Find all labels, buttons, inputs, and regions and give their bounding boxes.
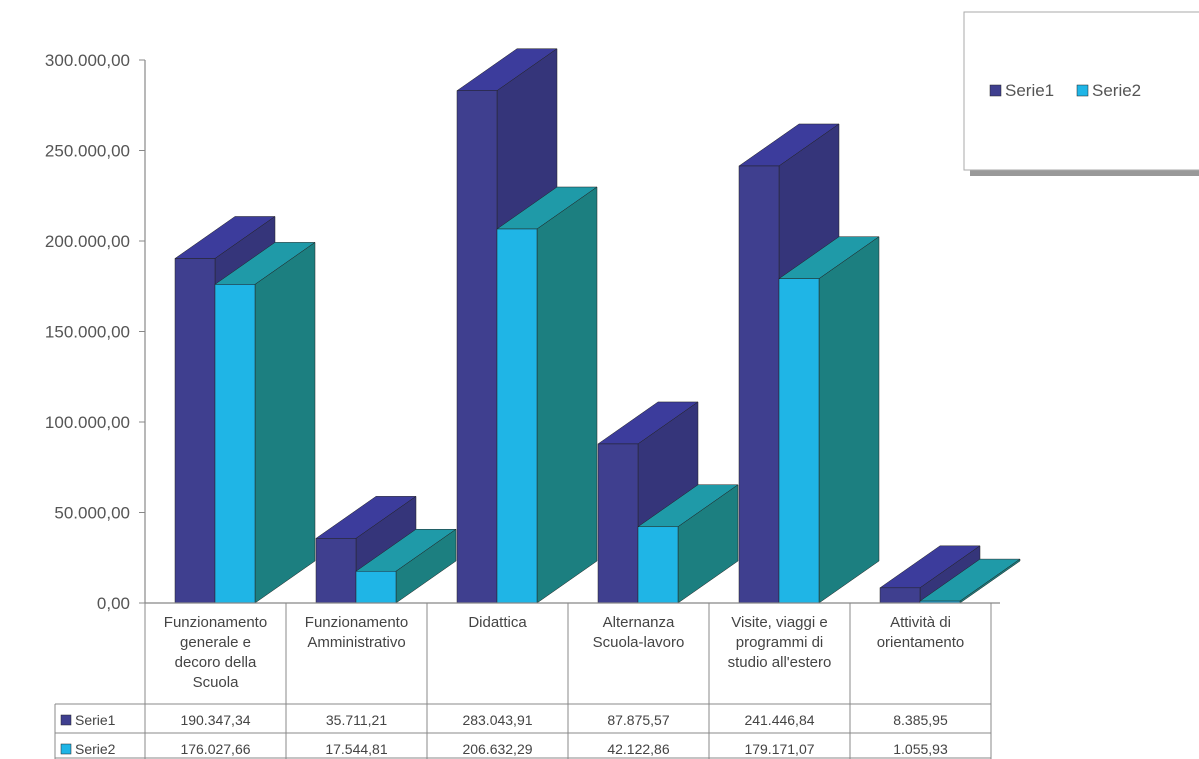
bar-serie2-2-front: [496, 228, 538, 604]
category-label: Didattica: [468, 614, 527, 631]
legend-swatch: [1076, 84, 1089, 97]
category-label: Attività di: [890, 614, 951, 631]
category-label: Funzionamento: [164, 614, 267, 631]
data-value: 42.122,86: [607, 741, 669, 757]
series-swatch: [60, 743, 72, 755]
y-tick-label: 200.000,00: [45, 232, 130, 251]
bar-serie1-5: [879, 545, 981, 604]
data-value: 283.043,91: [462, 712, 532, 728]
data-value: 176.027,66: [180, 741, 250, 757]
data-value: 1.055,93: [893, 741, 948, 757]
bar-serie1-2-front: [456, 90, 498, 604]
series-name: Serie2: [75, 741, 116, 757]
data-value: 87.875,57: [607, 712, 669, 728]
bar-serie1-5-front: [879, 587, 921, 604]
data-value: 206.632,29: [462, 741, 532, 757]
bar-serie2-1: [355, 528, 457, 604]
bar-serie1-0-front: [174, 258, 216, 604]
data-value: 190.347,34: [180, 712, 250, 728]
data-value: 35.711,21: [326, 712, 387, 728]
category-label: Scuola-lavoro: [593, 634, 685, 651]
category-label: programmi di: [736, 634, 824, 651]
category-label: Scuola: [193, 674, 240, 691]
bar-serie1-1-front: [315, 538, 357, 604]
series-name: Serie1: [75, 712, 116, 728]
category-label: generale e: [180, 634, 251, 651]
data-value: 8.385,95: [893, 712, 948, 728]
bar-serie1-4-front: [738, 165, 780, 604]
y-tick-label: 150.000,00: [45, 323, 130, 342]
bar-serie2-3-front: [637, 526, 679, 604]
data-value: 179.171,07: [744, 741, 814, 757]
data-value: 241.446,84: [744, 712, 814, 728]
category-label: orientamento: [877, 634, 965, 651]
y-tick-label: 300.000,00: [45, 51, 130, 70]
legend-label: Serie2: [1092, 81, 1141, 100]
category-label: Amministrativo: [307, 634, 405, 651]
y-tick-label: 100.000,00: [45, 413, 130, 432]
bar-serie2-4: [778, 236, 880, 604]
bar-serie1-3-front: [597, 443, 639, 604]
bar-serie2-1-front: [355, 570, 397, 604]
y-tick-label: 250.000,00: [45, 142, 130, 161]
legend-label: Serie1: [1005, 81, 1054, 100]
category-label: Visite, viaggi e: [731, 614, 827, 631]
bar-serie2-0-front: [214, 284, 256, 604]
bar-serie2-2-side: [536, 186, 598, 604]
y-tick-label: 50.000,00: [54, 504, 130, 523]
bar-serie2-3: [637, 484, 739, 604]
bar-serie2-0-side: [254, 241, 316, 604]
bar-serie2-0: [214, 241, 316, 604]
data-value: 17.544,81: [325, 741, 387, 757]
bar-serie2-4-front: [778, 278, 820, 604]
category-label: Alternanza: [603, 614, 675, 631]
category-label: Funzionamento: [305, 614, 408, 631]
legend-swatch: [989, 84, 1002, 97]
series-swatch: [60, 714, 72, 726]
category-label: studio all'estero: [728, 654, 832, 671]
y-tick-label: 0,00: [97, 594, 130, 613]
category-label: decoro della: [175, 654, 257, 671]
bar-serie2-2: [496, 186, 598, 604]
bar-serie2-4-side: [818, 236, 880, 604]
bar-serie2-5: [919, 558, 1021, 604]
